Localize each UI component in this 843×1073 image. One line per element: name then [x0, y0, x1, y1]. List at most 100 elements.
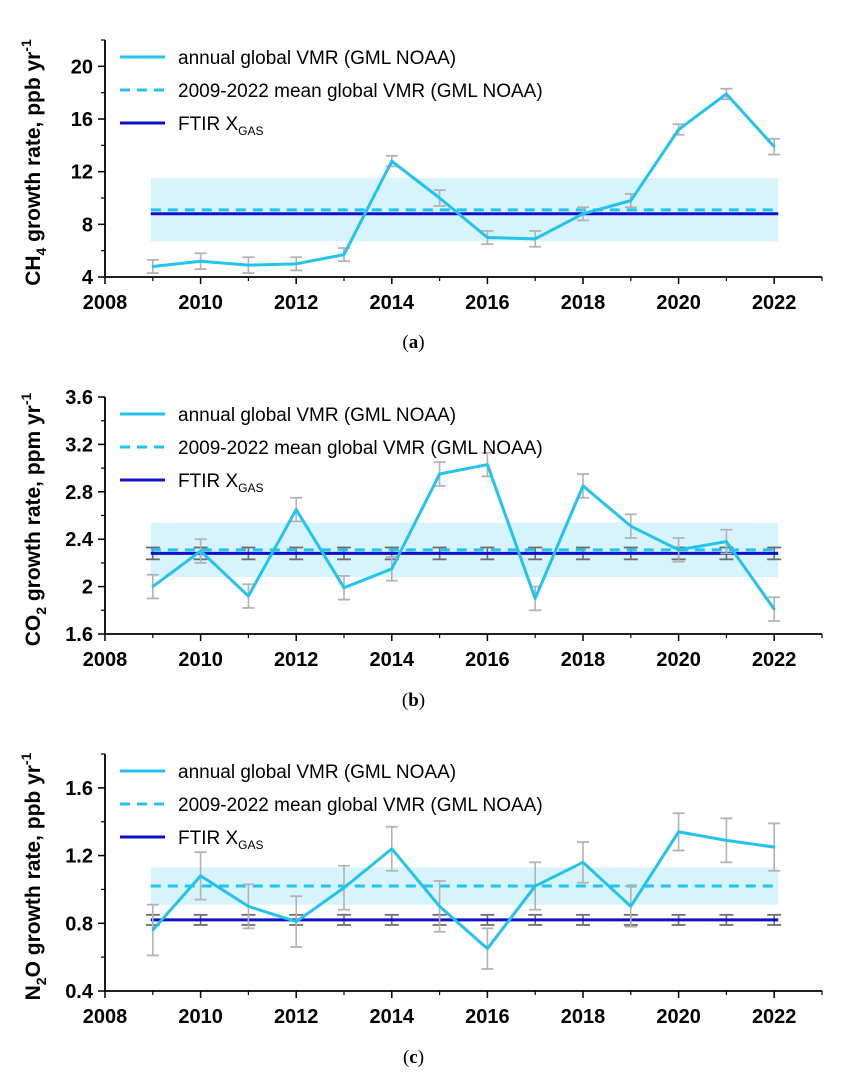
caption-letter: b	[408, 690, 419, 711]
annual-point	[725, 92, 728, 96]
annual-line	[151, 463, 776, 610]
y-tick-label: 2.8	[65, 482, 93, 504]
x-tick-label: 2008	[83, 1006, 128, 1028]
annual-point	[677, 830, 680, 834]
annual-point	[151, 928, 154, 932]
x-tick-label: 2022	[752, 1006, 797, 1028]
y-tick-label: 3.6	[65, 387, 93, 409]
x-tick-label: 2014	[370, 649, 415, 671]
annual-line	[152, 92, 776, 268]
chart-panel-c: 2008 2010 2012 2014 2016 2018 2020 2022 0.4 0.8 1.…	[18, 752, 823, 1068]
annual-point	[199, 549, 202, 553]
x-tick-label: 2018	[561, 1006, 606, 1028]
caption-open: (	[402, 332, 408, 353]
y-axis-label-post: growth rate, ppb yr	[22, 52, 45, 248]
legend: annual global VMR (GML NOAA) 2009-2022 me…	[120, 762, 543, 852]
y-axis-label-post: growth rate, ppm yr	[22, 405, 45, 607]
annual-point	[773, 145, 776, 148]
annual-point	[390, 847, 393, 850]
y-axis-label-sub: 2	[33, 977, 49, 985]
x-tick-label: 2016	[465, 649, 510, 671]
annual-point	[199, 260, 202, 263]
annual-point	[725, 839, 728, 842]
annual-point	[581, 861, 585, 864]
caption-open: (	[402, 690, 408, 711]
annual-point	[247, 905, 250, 908]
annual-point	[390, 159, 393, 163]
x-tick-label: 2010	[178, 1006, 223, 1028]
x-tick-label: 2014	[370, 292, 415, 314]
y-axis-label-sub: 2	[33, 607, 49, 615]
x-tick-label: 2014	[370, 1006, 415, 1028]
annual-point	[581, 212, 585, 215]
legend-label-annual: annual global VMR (GML NOAA)	[178, 405, 456, 426]
annual-point	[151, 265, 154, 268]
x-tick-label: 2022	[752, 649, 797, 671]
y-axis-label-pre: N	[22, 985, 45, 1000]
legend-label-ftir: FTIR XGAS	[178, 471, 264, 495]
chart-panel-b: 2008 2010 2012 2014 2016 2018 2020 2022 1.6 2 2.4 2…	[18, 387, 823, 711]
x-tick-label: 2010	[178, 292, 223, 314]
annual-point	[773, 607, 776, 611]
annual-point	[677, 128, 680, 131]
caption-letter: c	[409, 1047, 417, 1068]
annual-point	[581, 484, 585, 488]
panel-caption: (b)	[402, 690, 425, 711]
y-axis-label-sub: 4	[33, 247, 49, 255]
y-tick-label: 2	[82, 577, 93, 599]
y-tick-label: 8	[82, 214, 93, 236]
legend: annual global VMR (GML NOAA) 2009-2022 me…	[120, 48, 543, 138]
y-tick-label: 1.6	[65, 624, 93, 646]
x-tick-label: 2008	[83, 292, 128, 314]
x-tick-label: 2012	[274, 649, 319, 671]
legend-label-ftir-sub: GAS	[238, 124, 263, 138]
legend-label-annual: annual global VMR (GML NOAA)	[178, 48, 456, 69]
annual-point	[342, 253, 346, 256]
y-tick-label: 20	[71, 56, 93, 78]
annual-point	[486, 947, 489, 950]
x-tick-label: 2020	[656, 292, 701, 314]
annual-point	[247, 594, 250, 598]
x-tick-label: 2022	[752, 292, 797, 314]
annual-point	[629, 199, 632, 202]
x-tick-label: 2018	[561, 292, 606, 314]
caption-close: )	[419, 690, 425, 711]
legend-label-ftir-main: FTIR X	[178, 114, 238, 135]
annual-point	[390, 567, 393, 571]
annual-point	[342, 886, 346, 889]
y-axis-label-pre: CO	[22, 615, 45, 647]
ftir-series	[145, 913, 782, 926]
x-tick-label: 2020	[656, 649, 701, 671]
annual-point	[725, 540, 728, 543]
x-tick-label: 2020	[656, 1006, 701, 1028]
annual-point	[295, 262, 298, 266]
legend-label-ftir: FTIR XGAS	[178, 114, 264, 138]
annual-point	[534, 884, 537, 888]
annual-point	[629, 905, 632, 908]
annual-point	[438, 905, 441, 908]
panel-caption: (c)	[403, 1047, 424, 1068]
y-tick-label: 2.4	[65, 529, 94, 551]
x-tick-label: 2012	[274, 1006, 319, 1028]
x-tick-label: 2018	[561, 649, 606, 671]
annual-point	[295, 920, 298, 923]
y-axis-label: CH4 growth rate, ppb yr-1	[18, 39, 49, 286]
annual-point	[773, 845, 776, 849]
legend-label-mean: 2009-2022 mean global VMR (GML NOAA)	[178, 795, 543, 816]
y-tick-label: 3.2	[65, 434, 93, 456]
annual-point	[438, 472, 441, 476]
x-tick-label: 2008	[83, 649, 128, 671]
legend-label-mean: 2009-2022 mean global VMR (GML NOAA)	[178, 438, 543, 459]
annual-errorbars	[146, 451, 781, 622]
legend-label-mean: 2009-2022 mean global VMR (GML NOAA)	[178, 81, 543, 102]
legend-label-ftir: FTIR XGAS	[178, 828, 264, 852]
y-axis-label-sup: -1	[18, 39, 34, 52]
annual-point	[677, 548, 680, 552]
annual-point	[534, 597, 537, 600]
legend-label-annual: annual global VMR (GML NOAA)	[178, 762, 456, 783]
y-axis-label: N2O growth rate, ppb yr-1	[18, 752, 49, 1000]
legend-label-ftir-sub: GAS	[238, 838, 263, 852]
caption-close: )	[418, 1047, 424, 1068]
x-tick-label: 2010	[178, 649, 223, 671]
